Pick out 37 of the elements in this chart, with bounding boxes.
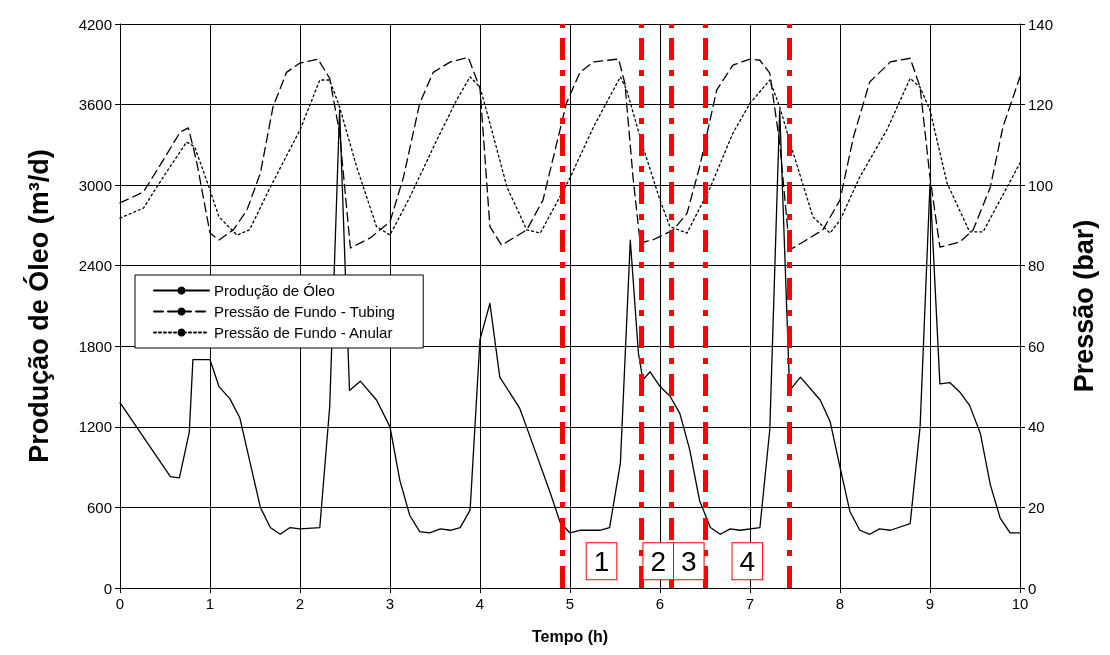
y-tick-label: 3600 <box>78 96 112 114</box>
x-tick-label: 10 <box>1011 595 1029 612</box>
y-axis-title: Produção de Óleo (m³/d) <box>22 149 54 463</box>
y2-tick-label: 100 <box>1028 176 1054 194</box>
y-tick-label: 4200 <box>78 15 112 33</box>
y-tick-label: 3000 <box>78 176 112 194</box>
y-tick-label: 1800 <box>78 337 112 355</box>
annotation: 3 <box>681 545 697 577</box>
y-tick-label: 0 <box>103 579 112 597</box>
x-tick-label: 4 <box>475 595 485 612</box>
annotation: 4 <box>739 545 756 577</box>
y-tick-label: 1200 <box>78 418 112 436</box>
y2-tick-label: 0 <box>1028 579 1037 597</box>
y2-tick-label: 20 <box>1028 498 1045 516</box>
x-tick-label: 0 <box>115 595 125 612</box>
y2-axis-title: Pressão (bar) <box>1068 219 1099 393</box>
legend-label: Pressão de Fundo - Tubing <box>214 303 395 320</box>
legend-label: Produção de Óleo <box>214 282 335 299</box>
x-tick-label: 6 <box>655 595 665 612</box>
y2-tick-label: 40 <box>1028 418 1045 436</box>
x-tick-label: 7 <box>745 595 755 612</box>
legend-label: Pressão de Fundo - Anular <box>214 324 393 341</box>
x-tick-label: 2 <box>295 595 305 612</box>
y-tick-label: 2400 <box>78 257 112 275</box>
x-axis-title: Tempo (h) <box>531 627 609 645</box>
x-tick-label: 8 <box>835 595 845 612</box>
annotation: 2 <box>650 545 666 577</box>
x-tick-label: 1 <box>205 595 215 612</box>
x-tick-label: 9 <box>925 595 935 612</box>
y-tick-label: 600 <box>86 498 112 516</box>
x-tick-label: 3 <box>385 595 395 612</box>
y2-tick-label: 120 <box>1028 96 1054 114</box>
y2-tick-label: 80 <box>1028 257 1045 275</box>
x-tick-label: 5 <box>565 595 575 612</box>
y2-tick-label: 140 <box>1028 15 1054 33</box>
y2-tick-label: 60 <box>1028 337 1045 355</box>
annotation: 1 <box>593 545 610 577</box>
